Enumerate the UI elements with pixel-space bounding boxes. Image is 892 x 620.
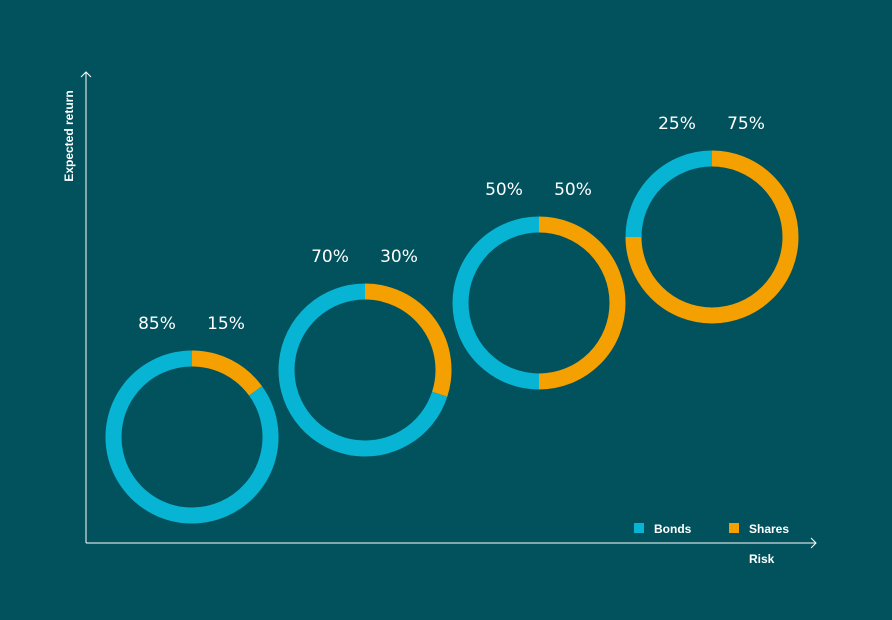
shares-percent-label-1: 15% [207,314,245,334]
bonds-percent-label-4: 25% [658,114,696,134]
bonds-arc-1 [105,350,279,524]
shares-percent-label-3: 50% [554,180,592,200]
legend-label-bonds: Bonds [654,522,692,536]
bonds-arc-4 [625,150,713,238]
y-axis-title: Expected return [62,90,76,181]
bonds-percent-label-3: 50% [485,180,523,200]
legend-label-shares: Shares [749,522,789,536]
shares-percent-label-2: 30% [380,247,418,267]
legend-swatch-shares [729,523,739,533]
legend-swatch-bonds [634,523,644,533]
x-axis [86,537,817,549]
bonds-arc-2 [278,283,448,457]
bonds-percent-label-1: 85% [138,314,176,334]
shares-arc-1 [191,350,262,396]
bonds-arc-3 [452,216,540,390]
donut-group: 85% 15% 70% 30% 50% 50% 25% 75% [105,114,799,524]
bonds-percent-label-2: 70% [311,247,349,267]
legend: Bonds Shares [634,522,789,536]
shares-arc-4 [625,150,799,324]
y-axis [80,71,92,543]
donut-4: 25% 75% [625,114,799,324]
donut-2: 70% 30% [278,247,452,457]
x-axis-title: Risk [749,552,775,566]
donut-1: 85% 15% [105,314,279,524]
donut-3: 50% 50% [452,180,626,390]
shares-arc-2 [364,283,452,397]
shares-percent-label-4: 75% [727,114,765,134]
shares-arc-3 [538,216,626,390]
